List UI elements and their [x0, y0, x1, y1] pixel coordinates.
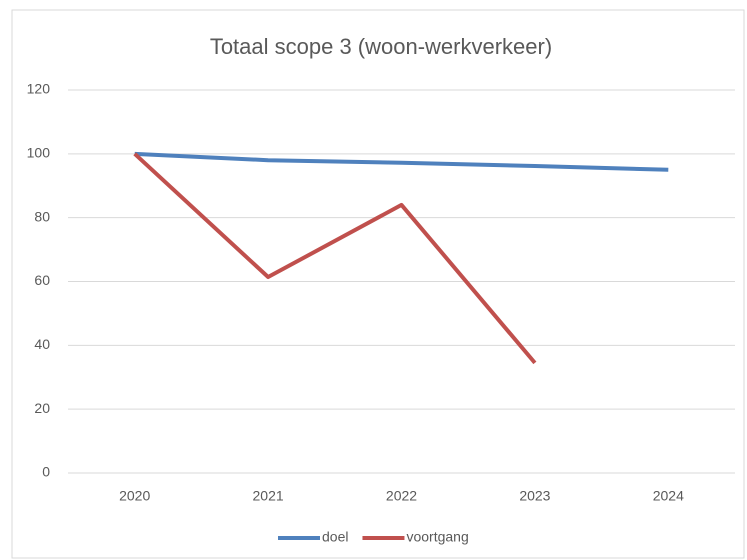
legend-label: voortgang	[406, 529, 468, 545]
x-tick-label: 2022	[386, 488, 417, 504]
line-series	[134, 151, 669, 172]
x-tick-label: 2020	[119, 488, 150, 504]
y-tick-label: 80	[34, 208, 50, 224]
chart-title: Totaal scope 3 (woon-werkverkeer)	[210, 34, 552, 59]
y-tick-label: 60	[34, 272, 50, 288]
y-tick-label: 100	[27, 145, 51, 161]
y-tick-label: 40	[34, 336, 50, 352]
x-tick-label: 2023	[519, 488, 550, 504]
legend-label: doel	[322, 529, 348, 545]
x-tick-label: 2024	[653, 488, 684, 504]
line-series	[133, 152, 537, 365]
y-tick-label: 120	[27, 81, 51, 97]
y-tick-label: 0	[42, 464, 50, 480]
x-tick-label: 2021	[253, 488, 284, 504]
y-tick-label: 20	[34, 400, 50, 416]
chart-frame	[11, 9, 745, 559]
